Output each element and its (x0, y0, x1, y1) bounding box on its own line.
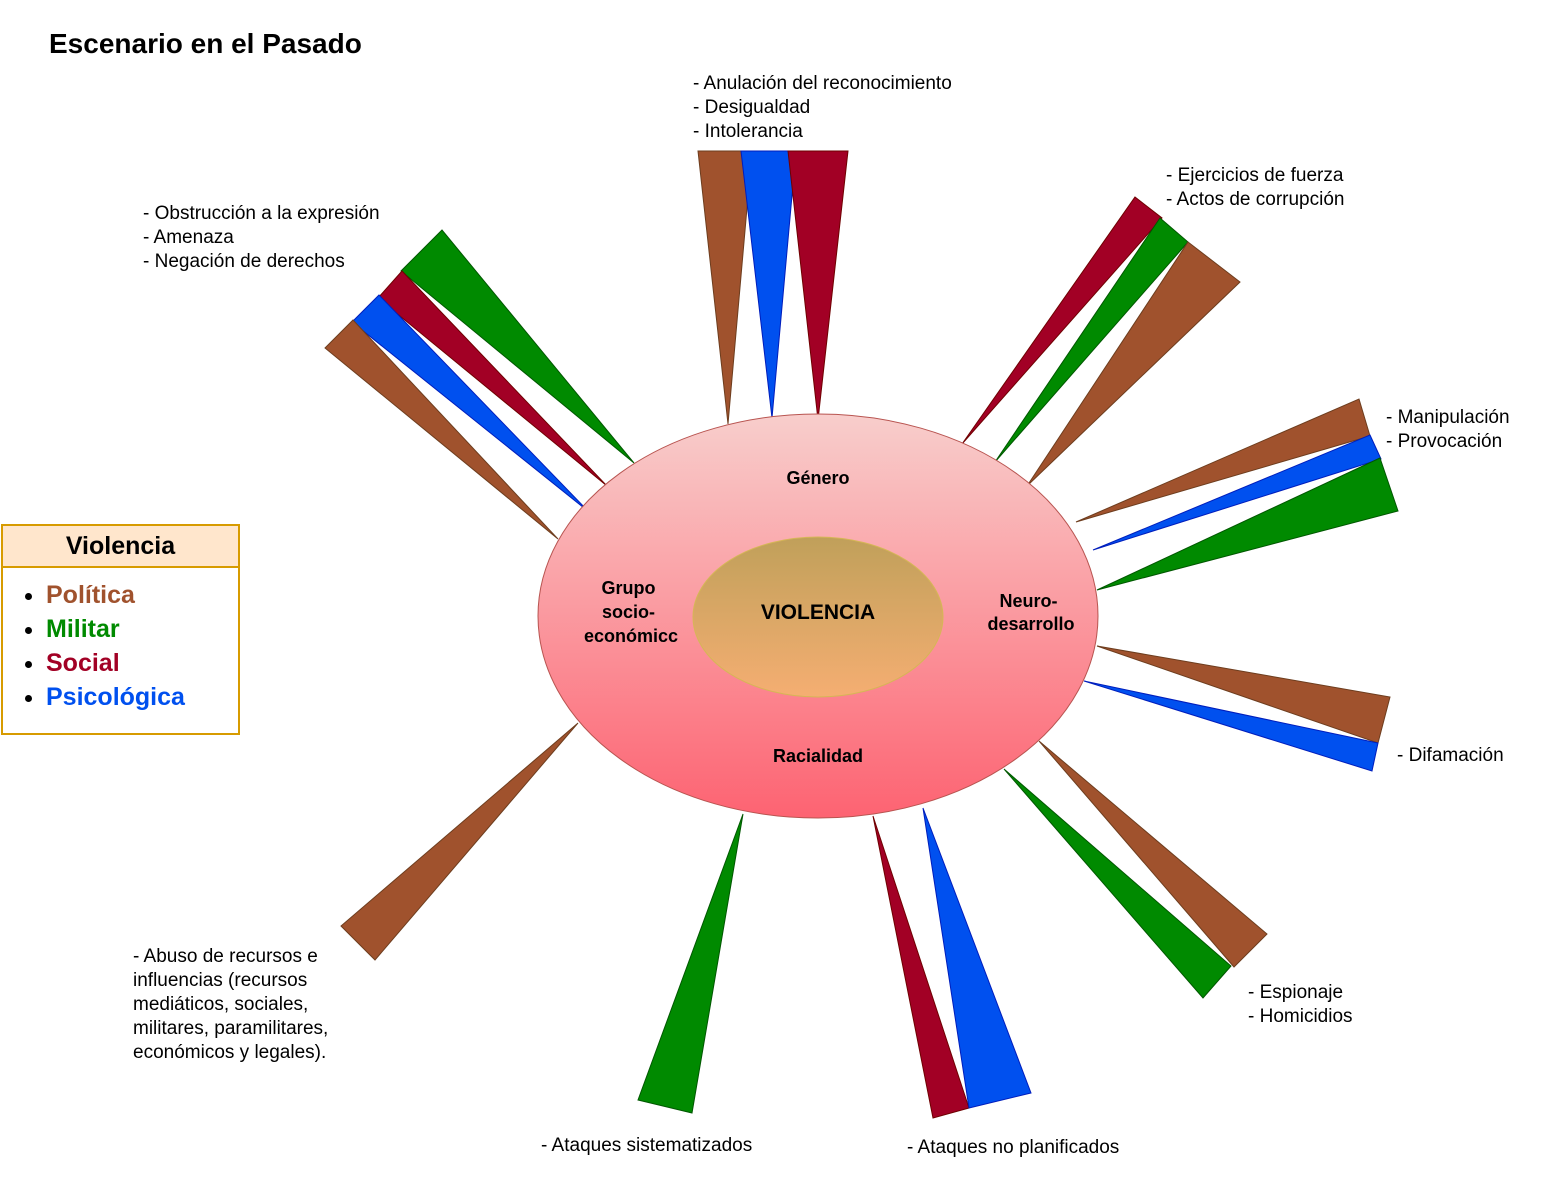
annotation-upper-right: - Ejercicios de fuerza - Actos de corrup… (1166, 164, 1344, 212)
wedge-militar (400, 229, 635, 464)
factor-grupo-line: socio- (602, 602, 655, 622)
wedge-militar (1096, 457, 1399, 591)
factor-neuro-line: Neuro- (999, 591, 1057, 611)
wedge-group-top (697, 150, 849, 425)
annotation-upper-left: - Obstrucción a la expresión - Amenaza -… (143, 202, 380, 274)
wedge-psicologica (351, 294, 590, 513)
legend-item-social: Social (46, 646, 238, 680)
annotation-line: - Difamación (1397, 745, 1504, 766)
factor-racialidad: Racialidad (773, 746, 863, 766)
page-title: Escenario en el Pasado (49, 28, 362, 59)
annotation-bottom-center: - Ataques no planificados (907, 1136, 1119, 1160)
wedge-group-right-bottom (1083, 645, 1391, 772)
factor-genero: Género (786, 468, 849, 488)
annotation-line: - Amenaza (143, 227, 234, 248)
wedge-militar (1003, 768, 1232, 999)
wedge-politica (1038, 740, 1268, 968)
wedge-social (377, 270, 608, 487)
factor-grupo-line: económicc (584, 626, 678, 646)
inner-circle (692, 536, 944, 698)
annotation-line: - Provocación (1386, 431, 1503, 452)
annotation-right-bottom: - Difamación (1397, 744, 1504, 768)
annotation-line: - Abuso de recursos e influencias (recur… (133, 946, 329, 1063)
factor-grupo-line: Grupo (601, 578, 655, 598)
wedge-psicologica (922, 807, 1032, 1109)
annotation-bottom-left-center: - Ataques sistematizados (541, 1134, 752, 1158)
wedge-politica (697, 150, 753, 425)
wedge-group-upper-right (961, 196, 1241, 487)
annotation-lower-left: - Abuso de recursos e influencias (recur… (133, 945, 345, 1065)
wedge-group-bottom-center (872, 807, 1032, 1119)
annotation-line: - Obstrucción a la expresión (143, 203, 380, 224)
legend-title: Violencia (3, 526, 238, 568)
wedge-psicologica (1083, 680, 1379, 772)
annotation-line: - Intolerancia (693, 121, 803, 142)
wedge-social (961, 196, 1163, 445)
legend-box: Violencia Política Militar Social Psicol… (1, 524, 240, 735)
annotation-line: - Desigualdad (693, 97, 811, 118)
wedge-militar (994, 217, 1189, 463)
center-label: VIOLENCIA (761, 601, 875, 624)
annotation-top: - Anulación del reconocimiento - Desigua… (693, 72, 952, 144)
wedge-group-bottom-right (1003, 740, 1268, 999)
wedge-group-upper-left (324, 229, 635, 540)
factor-neuro-line: desarrollo (987, 614, 1074, 634)
wedge-group-bottom-left-center (637, 813, 744, 1114)
annotation-line: - Actos de corrupción (1166, 189, 1345, 210)
wedge-psicologica (740, 150, 797, 419)
legend-list: Política Militar Social Psicológica (3, 578, 238, 714)
wedge-social (872, 815, 970, 1119)
wedge-group-right-top (1075, 398, 1399, 591)
annotation-line: - Ataques no planificados (907, 1137, 1120, 1158)
annotation-line: - Manipulación (1386, 407, 1510, 428)
annotation-right-top: - Manipulación - Provocación (1386, 406, 1510, 454)
annotation-bottom-right: - Espionaje - Homicidios (1248, 981, 1353, 1029)
factor-grupo: Grupo socio- económicc (584, 578, 678, 646)
annotation-line: - Espionaje (1248, 982, 1344, 1003)
legend-item-politica: Política (46, 578, 238, 612)
wedge-group-lower-left (340, 722, 579, 961)
wedge-politica (1026, 241, 1241, 487)
wedge-politica (340, 722, 579, 961)
annotation-line: - Homicidios (1248, 1006, 1353, 1027)
factor-neuro: Neuro- desarrollo (987, 591, 1074, 634)
wedge-social (787, 150, 849, 421)
annotation-line: - Ataques sistematizados (541, 1135, 753, 1156)
annotation-line: - Negación de derechos (143, 251, 345, 272)
wedge-politica (324, 319, 559, 540)
annotation-line: - Ejercicios de fuerza (1166, 165, 1344, 186)
legend-item-militar: Militar (46, 612, 238, 646)
wedge-politica (1075, 398, 1371, 523)
annotation-line: - Anulación del reconocimiento (693, 73, 952, 94)
wedge-politica (1096, 645, 1391, 744)
wedge-psicologica (1092, 434, 1382, 551)
wedge-militar (637, 813, 744, 1114)
legend-item-psicologica: Psicológica (46, 680, 238, 714)
